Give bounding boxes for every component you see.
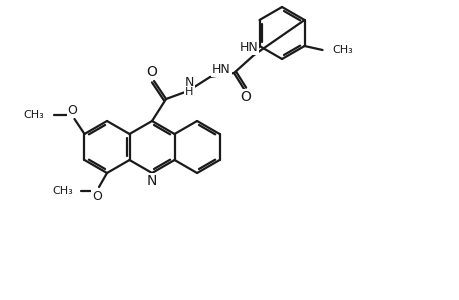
Text: O: O bbox=[92, 190, 102, 202]
Text: N: N bbox=[184, 76, 193, 88]
Text: HN: HN bbox=[212, 62, 230, 76]
Text: CH₃: CH₃ bbox=[332, 45, 353, 55]
Text: N: N bbox=[146, 174, 157, 188]
Text: H: H bbox=[185, 87, 193, 97]
Text: O: O bbox=[67, 103, 77, 116]
Text: CH₃: CH₃ bbox=[24, 110, 45, 120]
Text: HN: HN bbox=[239, 40, 258, 53]
Text: O: O bbox=[146, 65, 157, 79]
Text: O: O bbox=[240, 90, 251, 104]
Text: CH₃: CH₃ bbox=[52, 186, 73, 196]
